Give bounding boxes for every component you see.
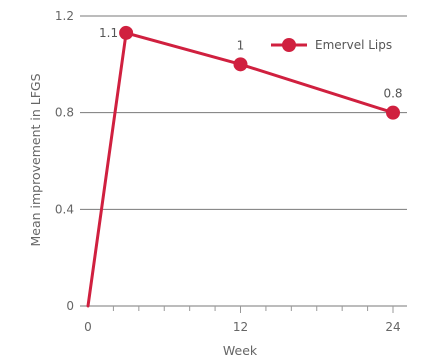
data-point: [386, 105, 400, 120]
y-tick-label: 0: [66, 299, 74, 313]
y-tick-label: 0.8: [55, 106, 74, 120]
x-tick-label: 24: [385, 320, 400, 334]
data-label: 1: [237, 38, 245, 52]
series-line: [86, 31, 395, 308]
data-label: 0.8: [383, 87, 402, 101]
data-labels: 1.1 1 0.8: [99, 26, 403, 101]
legend-marker: [282, 38, 296, 52]
y-tick-label: 1.2: [55, 9, 74, 23]
legend: Emervel Lips: [271, 38, 392, 52]
axes: 0 0.4 0.8 1.2 0 12 24: [55, 9, 401, 334]
legend-label: Emervel Lips: [315, 38, 392, 52]
data-point: [233, 57, 248, 72]
x-axis-title: Week: [223, 343, 258, 358]
y-axis-title: Mean improvement in LFGS: [28, 73, 43, 246]
x-tick-label: 0: [84, 320, 92, 334]
y-tick-label: 0.4: [55, 202, 74, 216]
x-tick-label: 12: [233, 320, 248, 334]
data-label: 1.1: [99, 26, 118, 40]
data-point: [119, 25, 134, 40]
series: [86, 25, 400, 308]
gridlines: [80, 15, 407, 307]
